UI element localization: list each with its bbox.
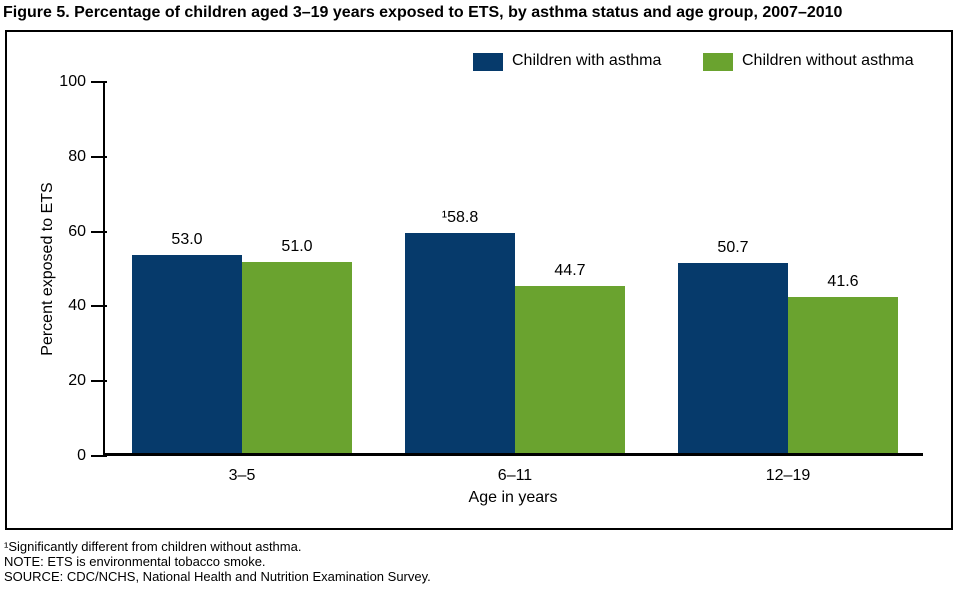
footnote-significance: ¹Significantly different from children w…	[4, 539, 302, 554]
y-axis-title: Percent exposed to ETS	[39, 182, 56, 356]
x-category-label: 6–11	[497, 467, 533, 484]
legend-label-with-asthma: Children with asthma	[512, 52, 662, 69]
bar-children-without-asthma-3–5	[242, 262, 352, 453]
y-axis-tick-label: 40	[68, 297, 86, 315]
legend-swatch-with-asthma	[473, 53, 503, 71]
x-category-label: 12–19	[765, 467, 811, 484]
y-axis-tick	[91, 230, 107, 233]
footnote-source: SOURCE: CDC/NCHS, National Health and Nu…	[4, 569, 431, 584]
y-axis-tick-label: 80	[68, 147, 86, 165]
bar-value-label: 53.0	[171, 231, 203, 248]
x-category-label: 3–5	[228, 467, 256, 484]
bar-value-label: 50.7	[717, 239, 749, 256]
plot-area: 0 20 40 60 80 100 53.0 51.0 3–5 ¹58.8 44.7 6–11 50.7…	[59, 73, 923, 484]
y-axis-tick	[91, 155, 107, 158]
figure-title: Figure 5. Percentage of children aged 3–…	[3, 4, 843, 21]
bar-value-label: 44.7	[554, 262, 586, 279]
legend-swatch-without-asthma	[703, 53, 733, 71]
x-axis-title: Age in years	[468, 489, 558, 506]
bar-children-without-asthma-12–19	[788, 297, 898, 453]
y-axis-tick-label: 20	[68, 372, 86, 390]
footnote-note: NOTE: ETS is environmental tobacco smoke…	[4, 554, 266, 569]
y-axis-tick-label: 0	[77, 447, 86, 464]
bar-value-label: 41.6	[827, 273, 859, 290]
bar-value-label: 51.0	[281, 238, 313, 255]
bar-children-without-asthma-6–11	[515, 286, 625, 453]
legend-label-without-asthma: Children without asthma	[742, 52, 914, 69]
y-axis-tick	[91, 380, 107, 383]
y-axis-tick	[91, 455, 107, 457]
y-axis-tick-label: 60	[68, 222, 86, 240]
y-axis-tick-label: 100	[59, 73, 86, 90]
bar-children-with-asthma-3–5	[132, 255, 242, 453]
footnotes: ¹Significantly different from children w…	[4, 539, 431, 584]
bar-children-with-asthma-6–11	[405, 233, 515, 453]
bar-value-label: ¹58.8	[441, 209, 479, 226]
bar-children-with-asthma-12–19	[678, 263, 788, 453]
y-axis-tick	[91, 305, 107, 308]
y-axis-tick	[91, 81, 107, 83]
